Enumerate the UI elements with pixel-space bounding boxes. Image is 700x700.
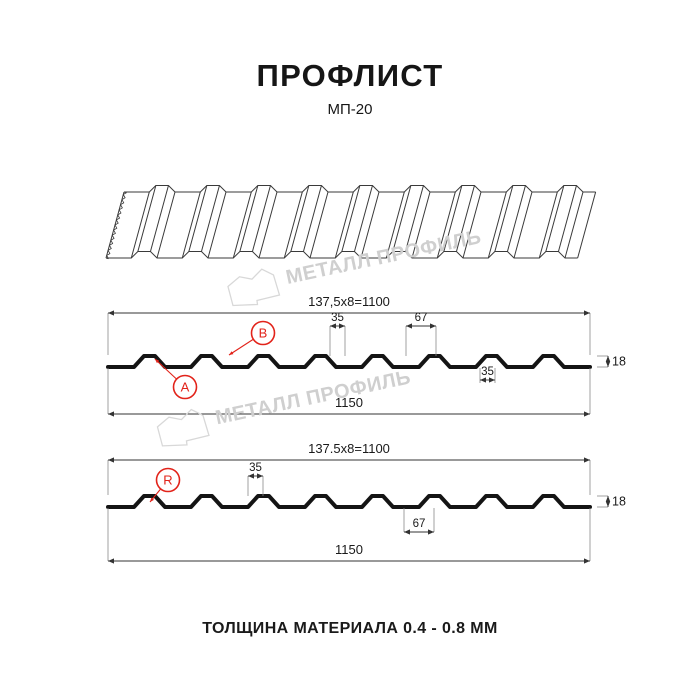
svg-text:МЕТАЛЛ ПРОФИЛЬ: МЕТАЛЛ ПРОФИЛЬ <box>284 226 483 289</box>
svg-text:МЕТАЛЛ ПРОФИЛЬ: МЕТАЛЛ ПРОФИЛЬ <box>213 366 412 429</box>
